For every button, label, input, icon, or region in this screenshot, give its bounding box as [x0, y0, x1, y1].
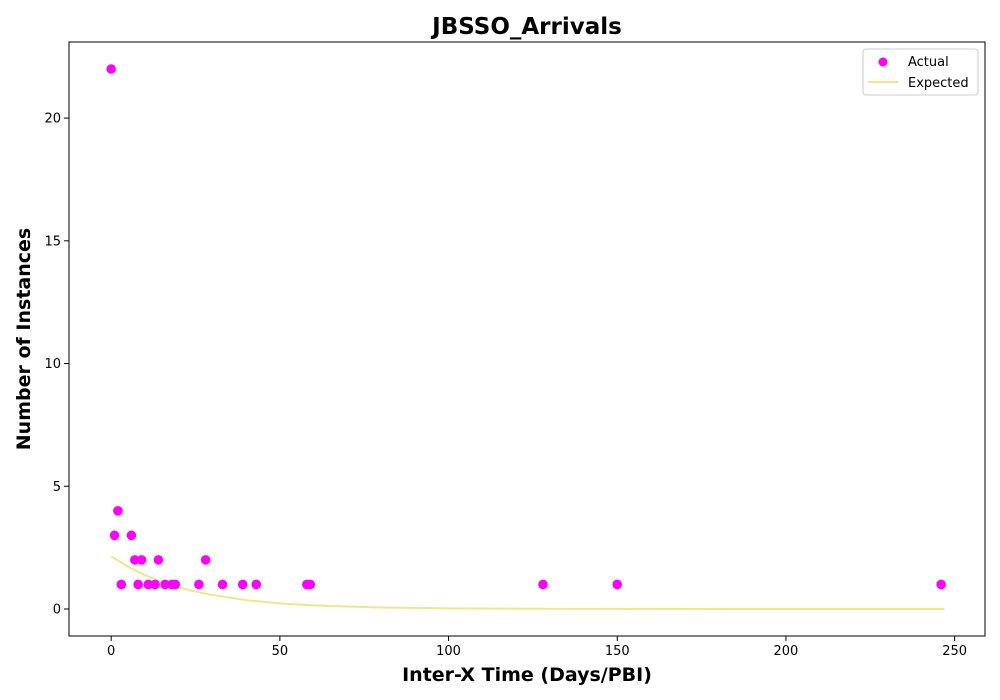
ticks-layer: 0 50 100 150 200 250 0 5 10 15 20: [44, 112, 967, 659]
actual-point: [200, 555, 211, 565]
legend-box: [862, 48, 979, 96]
actual-point: [251, 579, 262, 590]
expected-line: [110, 555, 945, 610]
x-tick-label: 250: [942, 644, 967, 659]
actual-point: [143, 579, 154, 590]
y-axis-label: Number of Instances: [13, 228, 35, 450]
plot-area: [68, 41, 986, 637]
x-tick-label: 200: [774, 644, 799, 659]
actual-point: [109, 530, 120, 541]
actual-point: [106, 64, 116, 74]
y-tick-label: 10: [44, 357, 61, 372]
actual-point: [126, 530, 137, 541]
actual-point: [136, 555, 147, 565]
actual-point: [150, 579, 160, 590]
x-tick-label: 50: [272, 644, 289, 659]
actual-point: [116, 579, 127, 590]
actual-point: [194, 579, 204, 590]
actual-point: [217, 579, 228, 590]
actual-point: [113, 506, 123, 516]
actual-point: [936, 579, 946, 590]
actual-point: [160, 579, 170, 590]
y-tick-label: 0: [53, 603, 61, 618]
x-tick-label: 150: [605, 644, 630, 659]
actual-point: [538, 579, 548, 590]
actual-point: [133, 579, 143, 590]
actual-point: [170, 579, 181, 590]
x-tick-label: 100: [436, 644, 461, 659]
legend-expected-label: Expected: [908, 76, 969, 91]
actual-point: [237, 579, 248, 590]
actual-point: [305, 579, 316, 590]
actual-point: [153, 555, 164, 565]
actual-point: [129, 555, 140, 565]
y-tick-label: 15: [44, 234, 61, 249]
legend-actual-label: Actual: [908, 55, 949, 70]
x-tick-label: 0: [107, 644, 115, 659]
chart-title: JBSSO_Arrivals: [430, 14, 622, 40]
legend: Actual Expected: [862, 48, 979, 96]
x-axis-label: Inter-X Time (Days/PBI): [402, 664, 652, 686]
actual-point: [612, 579, 623, 590]
y-tick-label: 20: [44, 112, 61, 127]
legend-actual-marker: [878, 57, 888, 67]
y-tick-label: 5: [53, 480, 61, 495]
series-layer: [106, 64, 946, 610]
